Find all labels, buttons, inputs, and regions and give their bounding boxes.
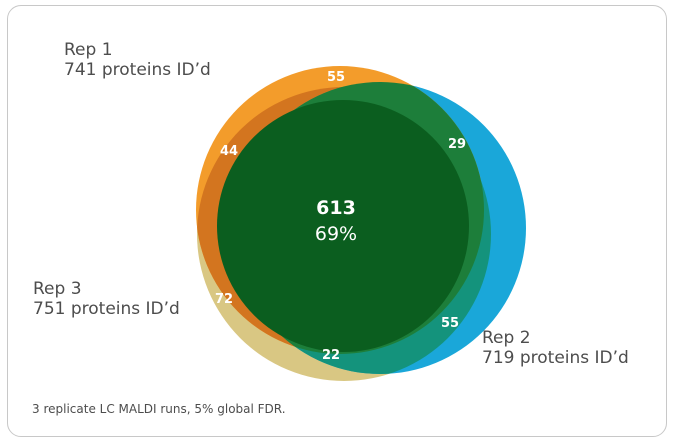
- rep3-label: Rep 3 751 proteins ID’d: [33, 279, 180, 320]
- all-three-count: 613: [316, 197, 356, 219]
- footnote: 3 replicate LC MALDI runs, 5% global FDR…: [32, 402, 286, 416]
- rep2-label: Rep 2 719 proteins ID’d: [482, 328, 629, 369]
- rep1-only-count: 55: [327, 70, 345, 85]
- rep2-rep3-count: 22: [322, 348, 340, 363]
- rep2-count: 719 proteins ID’d: [482, 348, 629, 369]
- rep2-name: Rep 2: [482, 328, 531, 348]
- rep1-rep2-count: 29: [448, 137, 466, 152]
- rep2-only-count: 55: [441, 316, 459, 331]
- rep1-rep3-count: 44: [220, 144, 238, 159]
- rep1-count: 741 proteins ID’d: [64, 60, 211, 81]
- rep1-name: Rep 1: [64, 40, 113, 60]
- rep3-count: 751 proteins ID’d: [33, 299, 180, 320]
- all-three-overlap: [217, 100, 469, 352]
- all-three-percent: 69%: [315, 223, 357, 245]
- rep3-name: Rep 3: [33, 279, 82, 299]
- rep1-label: Rep 1 741 proteins ID’d: [64, 40, 211, 81]
- rep3-only-count: 72: [215, 292, 233, 307]
